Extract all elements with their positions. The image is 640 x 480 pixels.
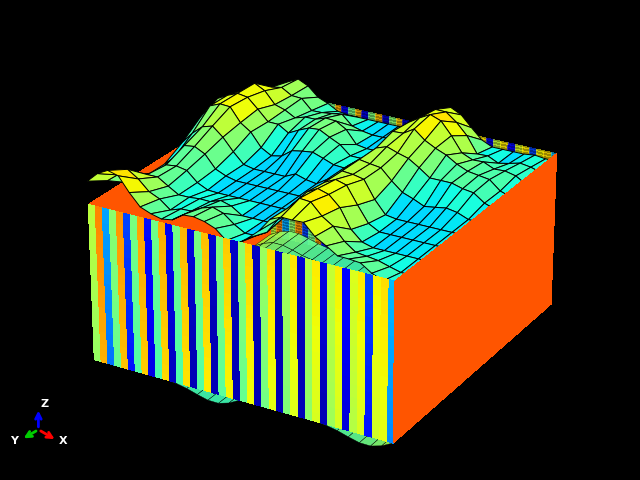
Text: Y: Y bbox=[10, 436, 19, 445]
Text: X: X bbox=[59, 436, 67, 445]
Text: Z: Z bbox=[41, 399, 49, 409]
